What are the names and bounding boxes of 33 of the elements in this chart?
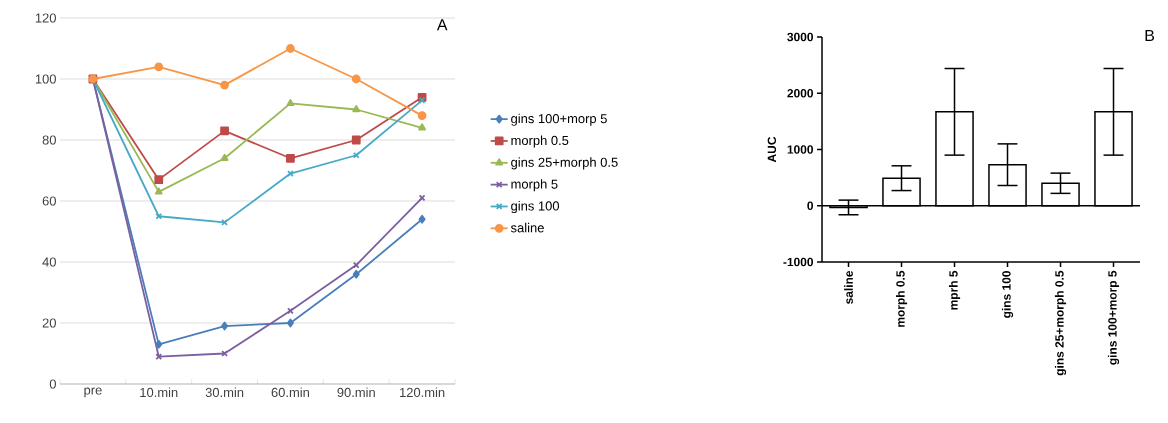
chart-title: B — [1145, 30, 1155, 42]
legend-label: morph 5 — [511, 179, 558, 192]
y-tick-label: 20 — [42, 318, 56, 328]
y-tick-label: 1000 — [787, 145, 814, 154]
chart-title: A — [436, 19, 448, 31]
x-tick-label: pre — [84, 387, 102, 398]
y-tick-label: 2000 — [787, 89, 814, 98]
x-tick-label: saline — [844, 270, 853, 304]
x-tick-label: gins 100 — [1001, 271, 1014, 318]
y-axis-title: AUC — [767, 136, 777, 163]
x-tick-label: gins 25+morph 0.5 — [1054, 270, 1067, 376]
y-tick-label: 120 — [35, 13, 56, 23]
y-tick-label: 40 — [42, 257, 56, 267]
y-tick-label: 0 — [49, 379, 56, 389]
x-tick-label: 90.min — [337, 387, 375, 398]
x-tick-label: mprh 5 — [948, 270, 961, 310]
legend-label: morph 0.5 — [511, 135, 569, 148]
x-tick-label: 30.min — [205, 387, 244, 398]
legend-label: saline — [510, 222, 544, 233]
y-tick-label: 80 — [42, 135, 56, 145]
y-tick-label: 0 — [807, 201, 814, 210]
x-tick-label: morph 0.5 — [895, 270, 908, 327]
legend-label: gins 100+morp 5 — [511, 113, 607, 126]
y-tick-label: -1000 — [783, 257, 814, 267]
y-tick-label: 3000 — [787, 32, 814, 42]
legend-label: gins 25+morph 0.5 — [511, 157, 618, 170]
y-tick-label: 60 — [42, 196, 56, 206]
x-tick-label: 10.min — [140, 387, 178, 398]
legend-label: gins 100 — [511, 201, 560, 214]
y-tick-label: 100 — [35, 74, 56, 84]
x-tick-label: 120.min — [400, 387, 445, 398]
x-tick-label: gins 100+morp 5 — [1107, 270, 1120, 365]
x-tick-label: 60.min — [271, 387, 310, 398]
